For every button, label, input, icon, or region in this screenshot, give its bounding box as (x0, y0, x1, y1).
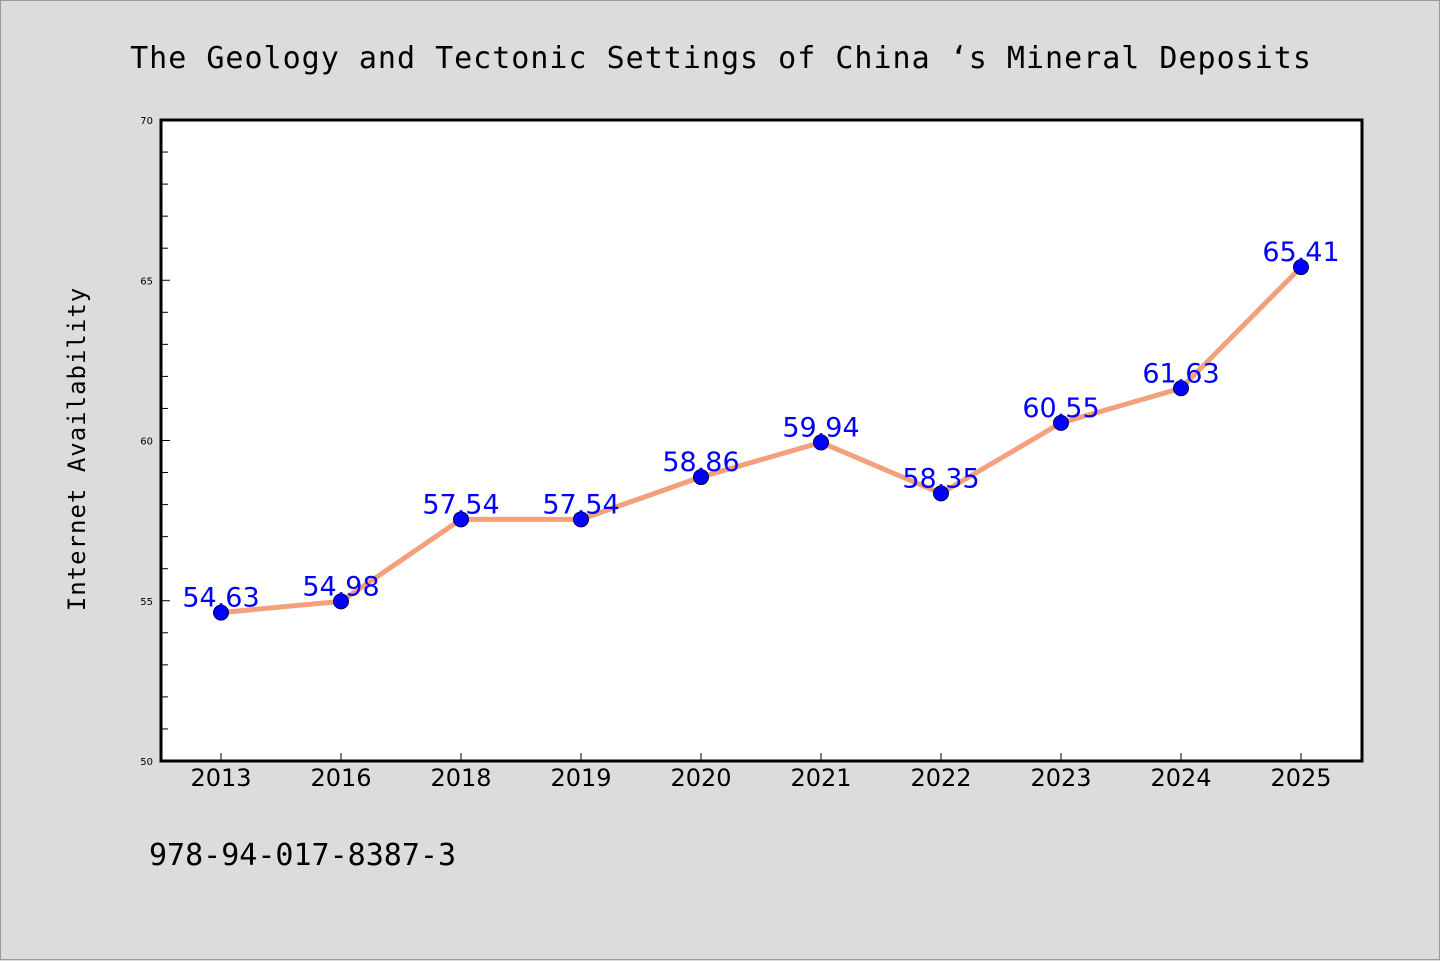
x-axis: 2013 2016 2018 2019 2020 2021 2022 2023 2024 2025 (190, 753, 1332, 792)
data-point (933, 485, 949, 502)
data-point (1053, 414, 1069, 431)
x-tick-label: 2016 (310, 764, 371, 792)
data-label: 58.35 (902, 463, 979, 494)
plot-frame (159, 118, 1364, 763)
x-tick-label: 2023 (1030, 764, 1091, 792)
plot-area (161, 120, 1362, 761)
y-tick-label: 55 (140, 597, 153, 608)
data-point (333, 593, 349, 610)
data-label: 61.63 (1142, 358, 1219, 389)
data-label: 59.94 (782, 412, 859, 443)
x-tick-label: 2013 (190, 764, 251, 792)
data-point (693, 469, 709, 486)
y-tick-label: 50 (140, 757, 153, 768)
data-point (213, 604, 229, 621)
y-axis-label: Internet Availability (63, 287, 91, 611)
x-tick-label: 2020 (670, 764, 731, 792)
data-point (1293, 259, 1309, 276)
data-point (813, 434, 829, 451)
chart-title: The Geology and Tectonic Settings of Chi… (130, 41, 1312, 76)
data-point (453, 511, 469, 528)
x-tick-label: 2025 (1270, 764, 1331, 792)
y-tick-label: 65 (140, 276, 153, 287)
y-tick-label: 60 (140, 437, 153, 448)
x-tick-label: 2024 (1150, 764, 1211, 792)
data-label: 57.54 (542, 489, 619, 520)
data-label: 60.55 (1022, 393, 1099, 424)
data-label: 54.98 (302, 571, 379, 602)
x-tick-label: 2022 (910, 764, 971, 792)
data-label: 57.54 (422, 489, 499, 520)
x-tick-label: 2019 (550, 764, 611, 792)
series-layer: 54.63 54.98 57.54 57.54 58.86 59.94 58.35 60.55… (182, 237, 1340, 621)
x-tick-label: 2018 (430, 764, 491, 792)
data-label: 54.63 (182, 583, 259, 614)
data-point (573, 511, 589, 528)
data-label: 58.86 (662, 447, 739, 478)
series-line (218, 264, 1304, 616)
x-tick-label: 2021 (790, 764, 851, 792)
data-point (1173, 380, 1189, 397)
data-label: 65.41 (1262, 237, 1339, 268)
isbn-text: 978-94-017-8387-3 (149, 838, 456, 873)
y-tick-label: 70 (140, 116, 153, 127)
